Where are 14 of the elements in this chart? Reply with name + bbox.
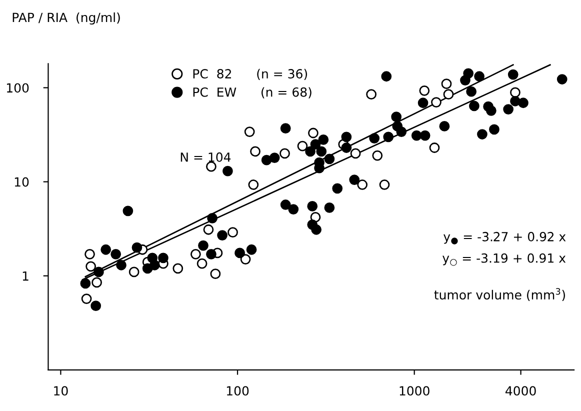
y-tick-label: 1 [22,271,28,281]
x-tick-label: 100 [226,386,249,396]
annotation: N = 104 [180,152,231,162]
legend-label: PC 82 (n = 36) [193,68,308,80]
legend-label: PC EW (n = 68) [193,87,312,98]
y-axis-title: PAP / RIA (ng/ml) [12,12,120,25]
x-axis-title: tumor volume (mm$^{3}$) [434,288,565,302]
y-tick-label: 100 [6,83,29,93]
x-tick-label: 1000 [400,386,430,396]
x-tick-label: 10 [54,386,68,396]
annotation: y$_{●}$ = -3.27 + 0.92 x [444,232,566,244]
annotation: y$_{○}$ = -3.19 + 0.91 x [442,253,566,266]
x-tick-label: 4000 [506,386,536,396]
y-tick-label: 10 [14,177,29,187]
